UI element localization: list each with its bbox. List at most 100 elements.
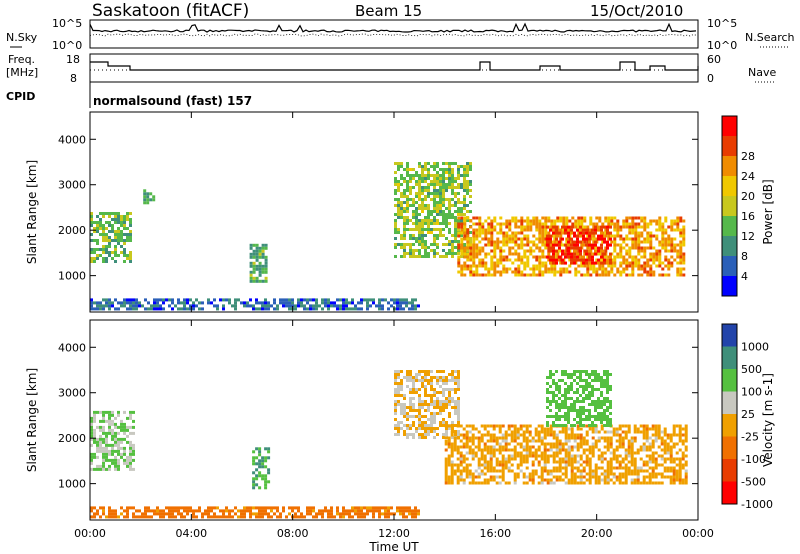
heatmap-cell	[588, 481, 592, 485]
heatmap-cell	[418, 237, 421, 240]
heatmap-cell	[576, 454, 580, 458]
velocity-heatmap	[90, 370, 688, 519]
heatmap-cell	[576, 258, 579, 262]
heatmap-cell	[466, 267, 470, 271]
heatmap-cell	[655, 249, 659, 253]
heatmap-cell	[544, 225, 548, 229]
heatmap-cell	[663, 460, 667, 464]
heatmap-cell	[492, 448, 496, 452]
heatmap-cell	[630, 442, 634, 446]
heatmap-cell	[466, 165, 469, 168]
heatmap-cell	[528, 448, 532, 452]
heatmap-cell	[415, 216, 418, 219]
heatmap-cell	[505, 225, 509, 229]
heatmap-cell	[261, 252, 265, 256]
heatmap-cell	[681, 433, 685, 437]
heatmap-cell	[649, 243, 653, 247]
heatmap-cell	[447, 454, 451, 458]
heatmap-cell	[573, 475, 577, 479]
heatmap-cell	[501, 478, 505, 482]
heatmap-cell	[249, 276, 253, 280]
heatmap-cell	[579, 370, 582, 373]
heatmap-cell	[493, 243, 497, 247]
heatmap-cell	[450, 475, 454, 479]
heatmap-cell	[99, 467, 102, 471]
noise-left-tick-bottom: 10^0	[52, 39, 82, 52]
heatmap-cell	[264, 304, 267, 308]
heatmap-cell	[108, 239, 111, 242]
heatmap-cell	[445, 397, 448, 400]
heatmap-cell	[670, 219, 674, 223]
heatmap-cell	[415, 171, 418, 174]
heatmap-cell	[646, 264, 650, 268]
heatmap-cell	[427, 424, 430, 427]
heatmap-cell	[669, 469, 673, 473]
heatmap-cell	[478, 249, 482, 253]
heatmap-cell	[639, 430, 643, 434]
heatmap-cell	[588, 231, 591, 235]
heatmap-cell	[261, 465, 265, 469]
heatmap-cell	[123, 254, 126, 257]
heatmap-cell	[534, 433, 538, 437]
heatmap-cell	[546, 469, 550, 473]
heatmap-cell	[126, 298, 129, 302]
heatmap-cell	[444, 481, 448, 485]
heatmap-cell	[454, 376, 457, 379]
heatmap-cell	[603, 373, 606, 376]
heatmap-cell	[568, 264, 572, 268]
heatmap-cell	[126, 218, 129, 221]
heatmap-cell	[606, 373, 609, 376]
heatmap-cell	[664, 246, 668, 250]
heatmap-cell	[654, 439, 658, 443]
heatmap-cell	[490, 237, 494, 241]
heatmap-cell	[546, 424, 549, 427]
heatmap-cell	[424, 373, 427, 376]
heatmap-cell	[672, 445, 676, 449]
heatmap-cell	[646, 273, 650, 277]
heatmap-cell	[592, 270, 596, 274]
heatmap-cell	[558, 403, 561, 406]
heatmap-cell	[333, 304, 336, 308]
heatmap-cell	[378, 304, 381, 308]
heatmap-cell	[427, 255, 430, 258]
heatmap-cell	[565, 249, 569, 253]
heatmap-cell	[493, 264, 497, 268]
heatmap-cell	[546, 421, 549, 424]
heatmap-cell	[549, 373, 552, 376]
heatmap-cell	[525, 445, 529, 449]
heatmap-cell	[397, 165, 400, 168]
heatmap-cell	[90, 233, 93, 236]
heatmap-cell	[603, 475, 607, 479]
heatmap-cell	[564, 228, 567, 232]
heatmap-cell	[415, 192, 418, 195]
heatmap-cell	[457, 379, 460, 382]
heatmap-cell	[465, 433, 469, 437]
noise-panel-frame	[89, 19, 699, 49]
heatmap-cell	[405, 298, 408, 302]
heatmap-cell	[427, 373, 430, 376]
heatmap-cell	[657, 454, 661, 458]
heatmap-cell	[457, 186, 460, 189]
heatmap-cell	[568, 237, 572, 241]
heatmap-cell	[478, 273, 482, 277]
heatmap-cell	[258, 267, 262, 271]
heatmap-cell	[618, 478, 622, 482]
heatmap-cell	[397, 198, 400, 201]
heatmap-cell	[594, 403, 597, 406]
heatmap-cell	[492, 427, 496, 431]
y-tick-label: 3000	[58, 179, 86, 192]
heatmap-cell	[570, 382, 573, 385]
heatmap-cell	[445, 186, 448, 189]
heatmap-cell	[645, 445, 649, 449]
heatmap-cell	[514, 219, 518, 223]
heatmap-cell	[117, 221, 120, 224]
heatmap-cell	[460, 237, 464, 241]
heatmap-cell	[588, 463, 592, 467]
heatmap-cell	[511, 261, 515, 265]
heatmap-cell	[421, 433, 424, 436]
heatmap-cell	[513, 436, 517, 440]
heatmap-cell	[255, 483, 259, 487]
heatmap-cell	[633, 466, 637, 470]
heatmap-cell	[403, 219, 406, 222]
heatmap-cell	[282, 509, 285, 513]
